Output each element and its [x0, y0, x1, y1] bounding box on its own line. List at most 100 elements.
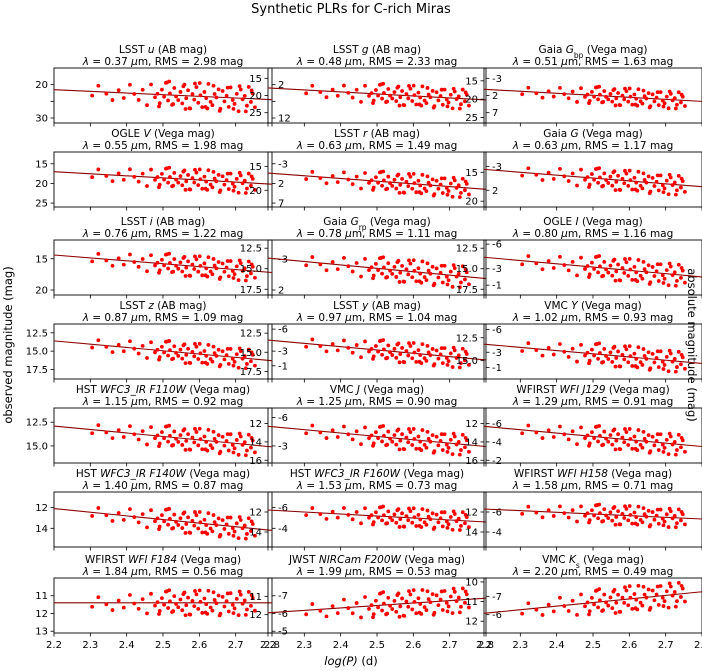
panel-21-data-point: [675, 599, 679, 604]
panel-21-data-point: [551, 609, 556, 614]
panel-4-data-point: [196, 183, 201, 188]
panel-13-data-point: [186, 432, 190, 437]
panel-7-data-point: [174, 263, 178, 268]
panel-18-data-point: [679, 510, 684, 514]
panel-9-data-point: [623, 257, 627, 261]
panel-5-data-point: [450, 194, 455, 199]
panel-4-data-point: [160, 171, 164, 176]
panel-9-data-point: [668, 264, 673, 269]
panel-10-data-point: [216, 347, 221, 352]
panel-21-data-point: [641, 584, 646, 589]
panel-6: Gaia G (Vega mag)λ = 0.63 μm, RMS = 1.17…: [465, 128, 702, 211]
panel-18-data-point: [672, 513, 677, 518]
panel-13-data-point: [192, 440, 197, 445]
panel-16-data-point: [116, 511, 121, 515]
panel-21-data-point: [596, 605, 600, 610]
panel-10-data-point: [208, 357, 213, 361]
panel-14-data-point: [310, 423, 315, 428]
panel-5-data-point: [416, 178, 421, 183]
panel-11-data-point: [350, 350, 355, 355]
panel-11-data-point: [318, 344, 323, 348]
panel-6-data-point: [635, 188, 640, 193]
panel-10-data-point: [116, 342, 121, 347]
panel-9-data-point: [617, 278, 622, 283]
panel-6-data-point: [604, 178, 608, 182]
panel-9-data-point: [598, 264, 602, 269]
panel-8-data-point: [376, 268, 380, 273]
panel-21-data-point: [662, 599, 667, 604]
panel-5-data-point: [406, 184, 411, 189]
panel-18-data-point: [596, 516, 600, 521]
panel-1-subtitle: λ = 0.37 μm, RMS = 2.98 mag: [82, 56, 244, 68]
panel-1-data-point: [153, 95, 157, 100]
panel-13-data-point: [153, 436, 157, 441]
panel-13-data-point: [242, 440, 247, 444]
panel-10-data-point: [211, 344, 216, 349]
panel-17-data-point: [390, 518, 395, 523]
panel-11-data-point: [400, 346, 404, 350]
panel-18-data-point: [583, 513, 587, 518]
panel-3-data-point: [662, 101, 667, 106]
panel-20-data-point: [385, 611, 390, 616]
panel-8-data-point: [381, 255, 386, 260]
panel-8-data-point: [444, 274, 449, 279]
panel-13-data-point: [228, 432, 233, 437]
panel-19-data-point: [200, 610, 205, 615]
panel-5-data-point: [467, 192, 471, 197]
panel-18-data-point: [592, 513, 596, 518]
panel-3-data-point: [664, 94, 669, 99]
panel-4-data-point: [210, 185, 215, 190]
panel-15-data-point: [656, 448, 661, 452]
panel-7: LSST i (AB mag)λ = 0.76 μm, RMS = 1.22 m…: [35, 216, 288, 299]
panel-6-data-point: [617, 187, 622, 192]
panel-2-data-point: [408, 86, 413, 91]
panel-10-data-point: [225, 346, 230, 351]
panel-17-data-point: [457, 528, 462, 532]
panel-21-data-point: [632, 592, 637, 596]
panel-8-data-point: [410, 275, 415, 280]
panel-1-data-point: [231, 106, 236, 111]
panel-15-data-point: [624, 430, 629, 434]
panel-8-title: Gaia Grp (Vega mag): [323, 216, 430, 232]
panel-13-data-point: [214, 440, 219, 444]
panel-19-data-point: [153, 603, 157, 608]
panel-15-data-point: [647, 450, 652, 455]
panel-8-data-point: [419, 280, 424, 285]
panel-6-data-point: [606, 181, 611, 185]
panel-18-data-point: [652, 517, 657, 522]
panel-3-data-point: [646, 91, 651, 96]
panel-13-data-point: [212, 436, 217, 441]
panel-2-data-point: [371, 101, 375, 105]
panel-7-data-point: [196, 269, 201, 274]
panel-21-data-point: [598, 598, 602, 603]
panel-5-right-tick-label: -3: [492, 162, 502, 173]
panel-4-data-point: [132, 174, 137, 179]
panel-14-data-point: [457, 452, 462, 457]
panel-1-data-point: [253, 105, 257, 110]
panel-17-data-point: [395, 508, 400, 513]
panel-1: LSST u (AB mag)λ = 0.37 μm, RMS = 2.98 m…: [35, 44, 291, 127]
panel-7-data-point: [157, 270, 161, 275]
panel-10-data-point: [132, 346, 137, 351]
panel-11-data-point: [442, 346, 447, 351]
panel-21-data-point: [587, 609, 592, 614]
panel-21-data-point: [670, 593, 675, 598]
panel-13-data-point: [167, 423, 172, 428]
panel-4-data-point: [104, 174, 109, 178]
panel-14-data-point: [397, 447, 402, 452]
panel-16-data-point: [202, 517, 207, 522]
panel-15-data-point: [628, 437, 633, 441]
panel-18-data-point: [604, 513, 608, 518]
panel-19: WFIRST WFI F184 (Vega mag)λ = 1.84 μm, R…: [35, 554, 288, 651]
panel-20-data-point: [422, 605, 427, 610]
panel-3-data-point: [596, 97, 600, 102]
panel-20-data-point: [400, 596, 404, 601]
panel-21-data-point: [620, 595, 625, 600]
panel-4-data-point: [168, 175, 172, 179]
panel-20-x-tick-label: 2.3: [296, 640, 312, 651]
panel-1-data-point: [145, 103, 149, 108]
panel-18-data-point: [632, 510, 637, 515]
panel-17-data-point: [454, 519, 459, 523]
panel-20-data-point: [457, 610, 462, 615]
panel-18-data-point: [566, 515, 571, 520]
